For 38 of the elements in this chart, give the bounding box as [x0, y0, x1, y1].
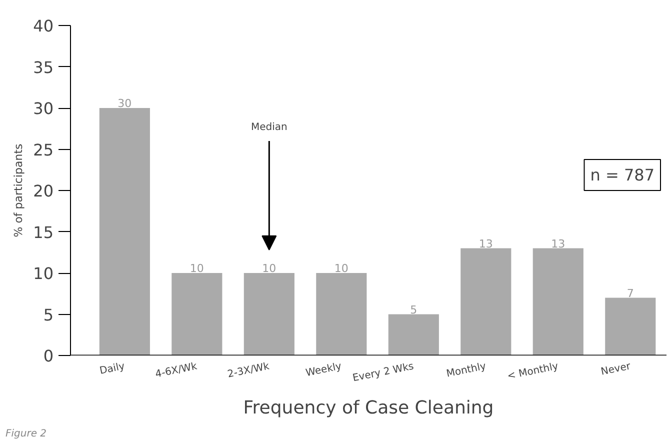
y-tick-label: 25 [33, 140, 54, 160]
data-label: 5 [410, 303, 418, 316]
data-label: 30 [118, 97, 132, 110]
x-tick-label: 4-6X/Wk [154, 361, 198, 380]
y-axis-title: % of participants [12, 143, 26, 238]
y-tick-label: 30 [33, 99, 54, 118]
x-tick-label: Never [600, 360, 632, 378]
y-tick-label: 35 [33, 58, 54, 77]
caption: Figure 2 [6, 428, 47, 440]
data-label: 13 [551, 237, 566, 250]
bar [99, 108, 150, 356]
y-tick-label: 0 [43, 346, 54, 366]
bar [605, 298, 656, 356]
data-label: 13 [478, 237, 493, 250]
x-tick-label: Every 2 Wks [352, 361, 415, 384]
y-tick-label: 15 [33, 222, 54, 242]
y-tick-label: 10 [33, 264, 54, 283]
annotation: n = 787 [590, 166, 655, 184]
y-tick-label: 20 [33, 182, 54, 200]
x-tick-label: Monthly [446, 361, 488, 380]
x-tick-label: Daily [98, 361, 126, 377]
data-label: 10 [262, 262, 276, 275]
y-tick-label: 5 [43, 305, 54, 324]
bar [316, 273, 367, 356]
bar [460, 248, 512, 356]
data-label: 10 [190, 262, 204, 275]
x-tick-label: 2-3X/Wk [226, 361, 270, 380]
data-label: 10 [334, 262, 348, 275]
data-label: 7 [626, 286, 634, 300]
bar [172, 273, 222, 356]
bar [532, 248, 584, 356]
bar [388, 314, 439, 356]
x-tick-label: < Monthly [506, 361, 560, 382]
y-tick-label: 40 [33, 16, 54, 36]
x-axis-title: Frequency of Case Cleaning [243, 398, 494, 419]
annotation: Median [250, 122, 288, 133]
bar [244, 273, 294, 356]
x-tick-label: Weekly [304, 361, 343, 380]
